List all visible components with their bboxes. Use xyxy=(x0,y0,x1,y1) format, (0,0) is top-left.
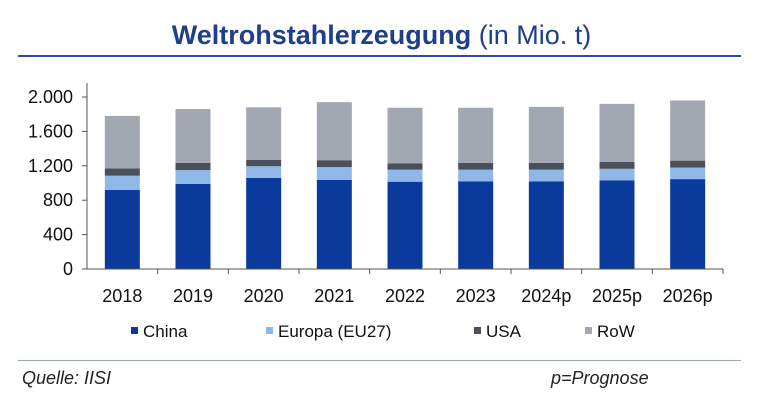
legend-swatch xyxy=(585,327,592,334)
chart-title-unit: (in Mio. t) xyxy=(478,20,592,50)
x-tick-label: 2023 xyxy=(456,286,496,306)
legend-swatch xyxy=(474,327,481,334)
bar-segment-europa-eu27 xyxy=(670,167,706,180)
y-tick-label: 400 xyxy=(43,225,73,245)
legend-label: China xyxy=(143,322,188,341)
bar-segment-usa xyxy=(528,162,564,170)
x-tick-label: 2021 xyxy=(314,286,354,306)
bar-segment-usa xyxy=(458,162,494,170)
legend-label: Europa (EU27) xyxy=(278,322,391,341)
legend-swatch xyxy=(131,327,138,334)
y-tick-label: 1.200 xyxy=(28,156,73,176)
y-tick-label: 1.600 xyxy=(28,121,73,141)
bar-segment-usa xyxy=(387,163,423,170)
bar-segment-row xyxy=(458,107,494,163)
legend-label: RoW xyxy=(597,322,635,341)
chart-title-main: Weltrohstahlerzeugung xyxy=(171,20,472,50)
bar-segment-europa-eu27 xyxy=(104,175,140,190)
x-tick-label: 2019 xyxy=(173,286,213,306)
stacked-bar-chart: 0 400 800 1.200 1.600 2.000 2018 2019 2020 2021 20… xyxy=(28,83,724,341)
bar-segment-usa xyxy=(104,168,140,176)
bar-segment-china xyxy=(246,177,282,269)
bar-segment-europa-eu27 xyxy=(458,169,494,182)
bar-segment-row xyxy=(246,107,282,160)
bar-segment-row xyxy=(175,109,211,163)
y-tick-label: 2.000 xyxy=(28,87,73,107)
title-divider xyxy=(18,55,741,57)
bar-segment-china xyxy=(175,183,211,269)
bar-segment-europa-eu27 xyxy=(175,170,211,184)
bar-segment-usa xyxy=(175,162,211,171)
x-tick-label: 2024p xyxy=(521,286,571,306)
bar-segment-row xyxy=(387,107,423,164)
chart-title: Weltrohstahlerzeugung (in Mio. t) xyxy=(0,20,763,51)
bar-segment-europa-eu27 xyxy=(316,167,352,180)
bar-segment-europa-eu27 xyxy=(599,168,635,181)
x-tick-label: 2018 xyxy=(102,286,142,306)
y-tick-label: 0 xyxy=(63,259,73,279)
bar-segment-row xyxy=(104,115,140,169)
bar-segment-usa xyxy=(599,161,635,169)
bar-segment-europa-eu27 xyxy=(246,166,282,178)
bar-segment-usa xyxy=(316,160,352,168)
forecast-note: p=Prognose xyxy=(551,368,649,388)
footer-divider xyxy=(18,360,741,361)
bar-segment-row xyxy=(316,102,352,161)
x-tick-label: 2020 xyxy=(244,286,284,306)
x-tick-label: 2025p xyxy=(592,286,642,306)
bar-segment-europa-eu27 xyxy=(387,169,423,182)
bar-segment-china xyxy=(670,179,706,269)
bar-segment-usa xyxy=(246,159,282,167)
bar-segment-usa xyxy=(670,160,706,168)
bar-segment-row xyxy=(670,100,706,161)
bar-segment-row xyxy=(528,106,564,163)
source-note: Quelle: IISI xyxy=(22,368,112,388)
bar-segment-china xyxy=(599,180,635,269)
bar-segment-china xyxy=(458,181,494,269)
x-tick-label: 2022 xyxy=(385,286,425,306)
y-tick-label: 800 xyxy=(43,190,73,210)
bar-segment-china xyxy=(528,181,564,269)
legend-label: USA xyxy=(486,322,522,341)
bar-segment-row xyxy=(599,103,635,162)
bar-segment-europa-eu27 xyxy=(528,169,564,182)
x-tick-label: 2026p xyxy=(663,286,713,306)
bar-segment-china xyxy=(387,181,423,269)
bar-segment-china xyxy=(104,189,140,269)
legend-swatch xyxy=(266,327,273,334)
bar-segment-china xyxy=(316,179,352,269)
